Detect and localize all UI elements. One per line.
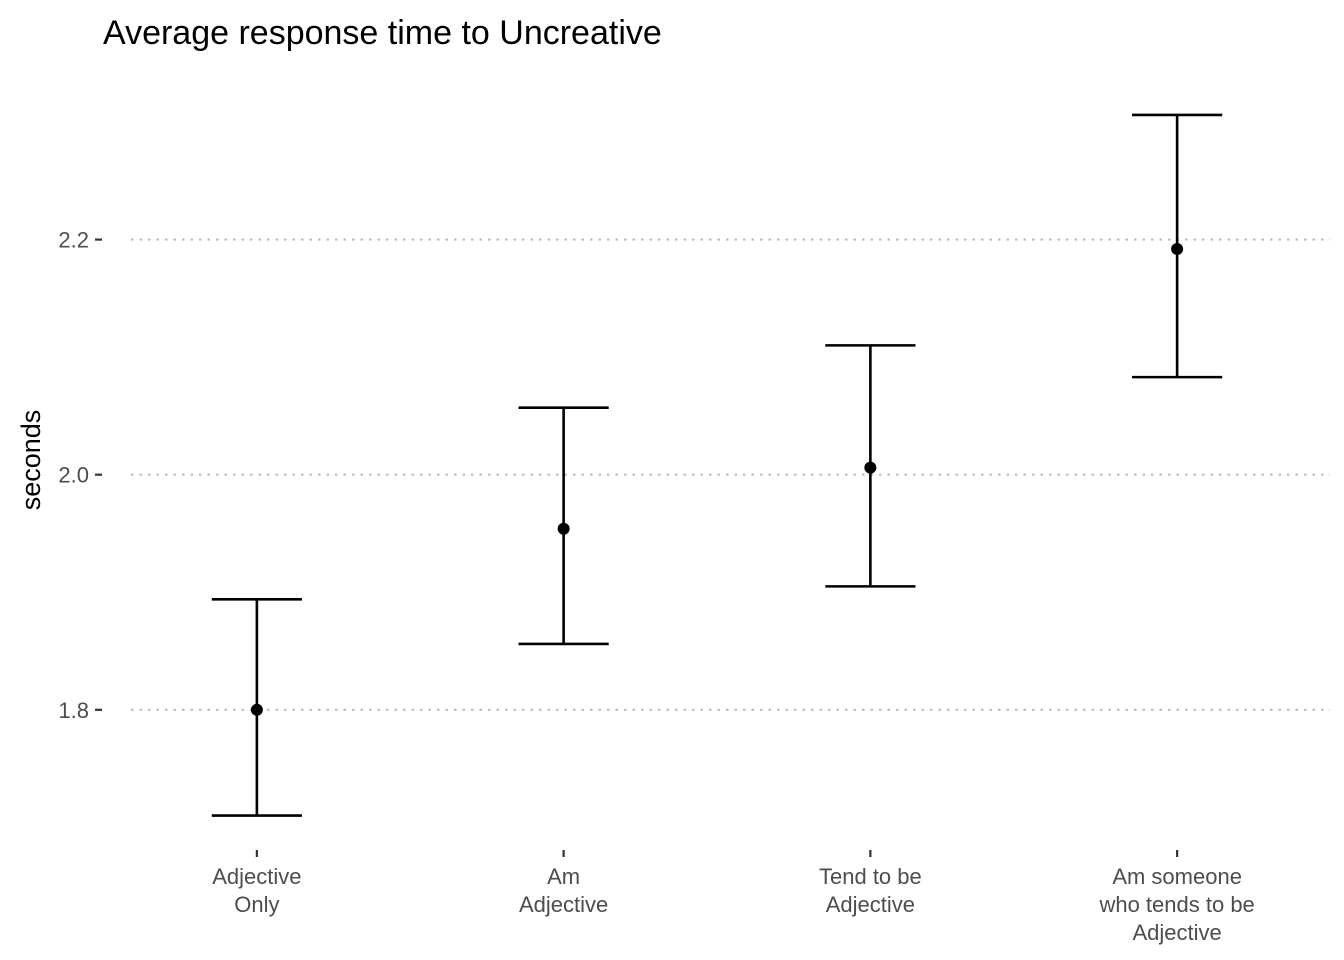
data-point-0 — [250, 703, 263, 716]
x-tick-label-0: Adjective Only — [212, 864, 301, 917]
y-tick-label-0: 1.8 — [58, 698, 89, 723]
data-points — [250, 242, 1184, 716]
data-point-3 — [1171, 242, 1184, 255]
x-tick-label-3: Am someone who tends to be Adjective — [1098, 864, 1254, 945]
x-axis-ticks: Adjective Only Am Adjective Tend to be Adject… — [212, 850, 1255, 945]
x-tick-label-2: Tend to be Adjective — [819, 864, 922, 917]
gridlines — [131, 238, 1330, 711]
y-axis-ticks: 1.8 2.0 2.2 — [58, 228, 102, 723]
y-tick-label-1: 2.0 — [58, 463, 89, 488]
error-bars — [211, 113, 1223, 817]
chart-title: Average response time to Uncreative — [103, 14, 662, 52]
y-tick-label-2: 2.2 — [58, 228, 89, 253]
y-axis-label: seconds — [16, 410, 46, 511]
x-tick-label-1: Am Adjective — [519, 864, 608, 917]
data-point-2 — [864, 461, 877, 474]
data-point-1 — [557, 522, 570, 535]
